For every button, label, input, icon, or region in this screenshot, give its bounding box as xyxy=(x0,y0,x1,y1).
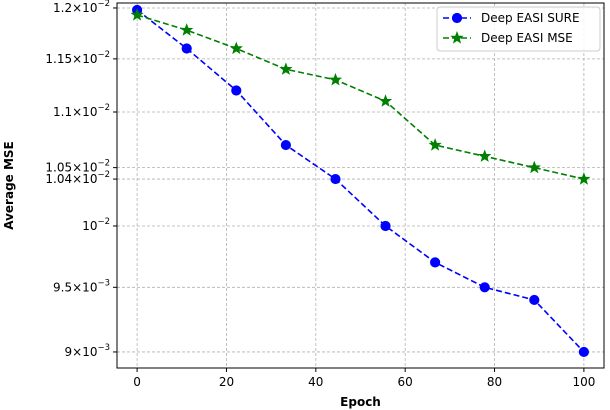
y-tick-label: 10−2 xyxy=(82,217,110,233)
y-tick-label: 1.2×10−2 xyxy=(53,0,110,15)
series-line xyxy=(136,9,585,353)
data-point xyxy=(529,294,540,306)
y-tick-label: 1.04×10−2 xyxy=(45,170,110,186)
data-point xyxy=(130,8,144,21)
y-tick-label: 9×10−3 xyxy=(65,343,111,359)
series-line xyxy=(136,14,585,180)
x-tick-label: 40 xyxy=(308,375,323,389)
series-layer xyxy=(130,4,591,358)
x-tick-label: 100 xyxy=(572,375,595,389)
x-axis-ticks: 0 20 40 60 80 100 xyxy=(133,368,595,389)
y-tick-label: 1.15×10−2 xyxy=(45,50,110,66)
data-point xyxy=(229,41,243,55)
data-point xyxy=(577,172,591,185)
data-point xyxy=(479,282,490,293)
series-1 xyxy=(132,4,589,358)
legend-item: Deep EASI SURE xyxy=(443,11,580,25)
y-axis-label: Average MSE xyxy=(2,141,16,230)
x-axis-label: Epoch xyxy=(340,395,381,409)
data-point xyxy=(180,23,194,36)
x-tick-label: 0 xyxy=(133,375,141,389)
data-point xyxy=(330,173,341,185)
data-point xyxy=(578,346,589,358)
x-tick-label: 60 xyxy=(398,375,413,389)
legend-label: Deep EASI SURE xyxy=(481,11,580,25)
data-point xyxy=(279,62,293,75)
y-tick-label: 1.05×10−2 xyxy=(45,159,110,175)
legend-marker xyxy=(450,31,464,44)
legend-box xyxy=(436,6,601,52)
grid xyxy=(117,3,604,368)
x-tick-label: 80 xyxy=(487,375,502,389)
y-tick-label: 9.5×10−3 xyxy=(53,278,110,294)
data-point xyxy=(428,138,442,151)
y-axis-ticks: 1.2×10−2 1.15×10−2 1.1×10−2 1.05×10−21.04×1… xyxy=(45,0,117,359)
legend: Deep EASI SURE Deep EASI MSE xyxy=(436,6,601,52)
data-point xyxy=(380,220,391,232)
series-2 xyxy=(130,8,591,185)
plot-frame xyxy=(116,2,605,369)
x-tick-label: 20 xyxy=(219,375,234,389)
data-point xyxy=(478,149,492,162)
data-point xyxy=(181,43,192,54)
data-point xyxy=(378,94,393,107)
legend-marker xyxy=(451,12,463,24)
data-point xyxy=(430,257,441,268)
data-point xyxy=(328,72,343,86)
y-tick-label: 1.1×10−2 xyxy=(53,103,110,119)
legend-label: Deep EASI MSE xyxy=(481,31,573,45)
data-point xyxy=(231,85,242,96)
data-point xyxy=(527,160,541,174)
legend-item: Deep EASI MSE xyxy=(443,31,573,45)
data-point xyxy=(280,139,291,151)
